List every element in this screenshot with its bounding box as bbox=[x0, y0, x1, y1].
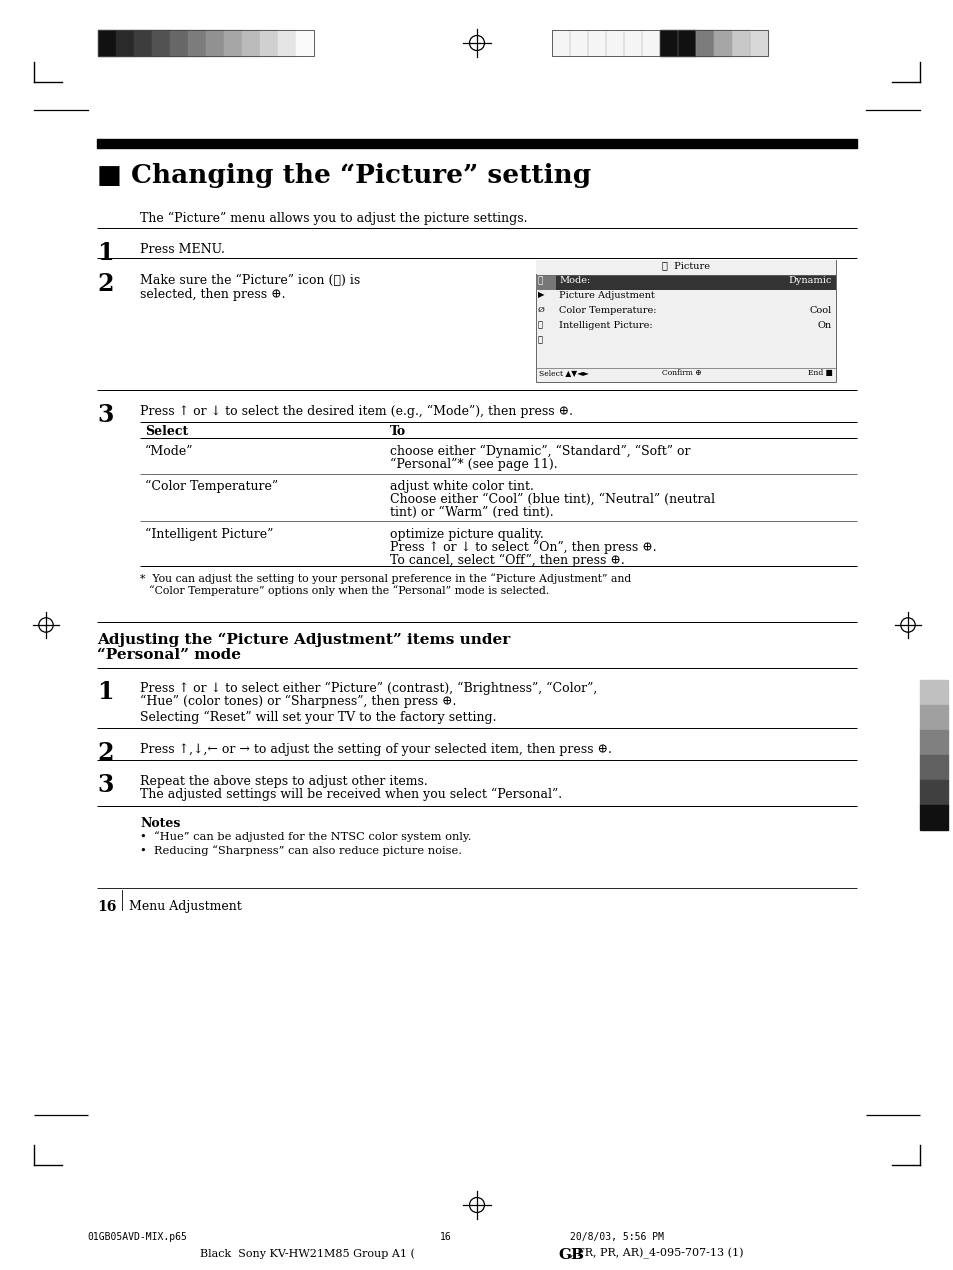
Bar bbox=[552, 30, 569, 56]
Bar bbox=[206, 30, 224, 56]
Text: 1: 1 bbox=[97, 241, 113, 265]
Text: Press ↑ or ↓ to select either “Picture” (contrast), “Brightness”, “Color”,: Press ↑ or ↓ to select either “Picture” … bbox=[140, 682, 597, 695]
Bar bbox=[919, 754, 947, 780]
Text: Repeat the above steps to adjust other items.: Repeat the above steps to adjust other i… bbox=[140, 775, 427, 787]
Bar bbox=[277, 30, 295, 56]
Text: 2: 2 bbox=[97, 740, 113, 765]
Text: Mode:: Mode: bbox=[558, 276, 590, 284]
Bar bbox=[260, 30, 277, 56]
Text: “Mode”: “Mode” bbox=[145, 444, 193, 458]
Bar bbox=[188, 30, 206, 56]
Bar bbox=[116, 30, 133, 56]
Text: , FR, PR, AR)_4-095-707-13 (1): , FR, PR, AR)_4-095-707-13 (1) bbox=[569, 1248, 742, 1260]
Bar bbox=[98, 30, 314, 56]
Text: ▶: ▶ bbox=[537, 291, 544, 298]
Text: •  Reducing “Sharpness” can also reduce picture noise.: • Reducing “Sharpness” can also reduce p… bbox=[140, 845, 461, 856]
Bar bbox=[919, 679, 947, 705]
Bar bbox=[569, 30, 587, 56]
Text: Make sure the “Picture” icon (⎙) is: Make sure the “Picture” icon (⎙) is bbox=[140, 274, 360, 287]
Text: To: To bbox=[390, 425, 406, 438]
Text: ⎙: ⎙ bbox=[537, 276, 543, 284]
Text: “Intelligent Picture”: “Intelligent Picture” bbox=[145, 528, 274, 541]
Text: Cool: Cool bbox=[809, 306, 831, 315]
Text: Press ↑ or ↓ to select “On”, then press ⊕.: Press ↑ or ↓ to select “On”, then press … bbox=[390, 541, 656, 554]
Text: Press ↑,↓,← or → to adjust the setting of your selected item, then press ⊕.: Press ↑,↓,← or → to adjust the setting o… bbox=[140, 743, 611, 756]
Bar bbox=[919, 705, 947, 730]
Text: Intelligent Picture:: Intelligent Picture: bbox=[558, 321, 652, 330]
Bar bbox=[696, 30, 713, 56]
Text: Select ▲▼◄►: Select ▲▼◄► bbox=[538, 370, 588, 377]
Text: ☑: ☑ bbox=[537, 337, 542, 344]
Text: 16: 16 bbox=[97, 900, 116, 914]
Text: “Color Temperature” options only when the “Personal” mode is selected.: “Color Temperature” options only when th… bbox=[149, 585, 549, 596]
Text: “Personal”* (see page 11).: “Personal”* (see page 11). bbox=[390, 458, 558, 471]
Text: Picture Adjustment: Picture Adjustment bbox=[558, 291, 654, 300]
Text: 3: 3 bbox=[97, 773, 113, 798]
Text: Ø: Ø bbox=[537, 306, 544, 314]
Bar bbox=[919, 730, 947, 754]
Text: choose either “Dynamic”, “Standard”, “Soft” or: choose either “Dynamic”, “Standard”, “So… bbox=[390, 444, 690, 458]
Text: Color Temperature:: Color Temperature: bbox=[558, 306, 656, 315]
Bar bbox=[731, 30, 749, 56]
Bar bbox=[749, 30, 767, 56]
Text: 1: 1 bbox=[97, 679, 113, 704]
Text: tint) or “Warm” (red tint).: tint) or “Warm” (red tint). bbox=[390, 505, 553, 519]
Text: Press MENU.: Press MENU. bbox=[140, 243, 225, 257]
Bar bbox=[133, 30, 152, 56]
Bar bbox=[623, 30, 641, 56]
Text: The “Picture” menu allows you to adjust the picture settings.: The “Picture” menu allows you to adjust … bbox=[140, 212, 527, 225]
Text: selected, then press ⊕.: selected, then press ⊕. bbox=[140, 288, 285, 301]
Text: End ■: End ■ bbox=[807, 370, 832, 377]
Bar bbox=[536, 260, 835, 274]
Bar bbox=[919, 780, 947, 805]
Bar bbox=[97, 138, 856, 149]
Text: Adjusting the “Picture Adjustment” items under: Adjusting the “Picture Adjustment” items… bbox=[97, 632, 510, 648]
Bar bbox=[224, 30, 242, 56]
Text: “Color Temperature”: “Color Temperature” bbox=[145, 480, 278, 493]
Text: Confirm ⊕: Confirm ⊕ bbox=[661, 370, 700, 377]
Bar bbox=[678, 30, 696, 56]
Text: 16: 16 bbox=[439, 1232, 452, 1242]
Bar bbox=[659, 30, 678, 56]
Text: optimize picture quality.: optimize picture quality. bbox=[390, 528, 543, 541]
Text: To cancel, select “Off”, then press ⊕.: To cancel, select “Off”, then press ⊕. bbox=[390, 554, 624, 568]
Text: 20/8/03, 5:56 PM: 20/8/03, 5:56 PM bbox=[569, 1232, 663, 1242]
Bar bbox=[587, 30, 605, 56]
Bar bbox=[713, 30, 731, 56]
Bar bbox=[242, 30, 260, 56]
Text: adjust white color tint.: adjust white color tint. bbox=[390, 480, 534, 493]
Text: Select: Select bbox=[145, 425, 188, 438]
Text: “Personal” mode: “Personal” mode bbox=[97, 648, 241, 662]
Text: Notes: Notes bbox=[140, 817, 180, 831]
Bar bbox=[552, 30, 767, 56]
Text: GB: GB bbox=[558, 1248, 583, 1262]
Bar bbox=[295, 30, 314, 56]
Text: *  You can adjust the setting to your personal preference in the “Picture Adjust: * You can adjust the setting to your per… bbox=[140, 573, 631, 584]
Bar bbox=[605, 30, 623, 56]
Bar bbox=[536, 260, 835, 382]
Bar bbox=[919, 805, 947, 831]
Text: Press ↑ or ↓ to select the desired item (e.g., “Mode”), then press ⊕.: Press ↑ or ↓ to select the desired item … bbox=[140, 405, 573, 418]
Text: ⎙  Picture: ⎙ Picture bbox=[661, 262, 709, 271]
Text: •  “Hue” can be adjusted for the NTSC color system only.: • “Hue” can be adjusted for the NTSC col… bbox=[140, 831, 471, 842]
Bar bbox=[152, 30, 170, 56]
Text: Dynamic: Dynamic bbox=[788, 276, 831, 284]
Text: ■ Changing the “Picture” setting: ■ Changing the “Picture” setting bbox=[97, 163, 591, 188]
Text: Menu Adjustment: Menu Adjustment bbox=[129, 900, 241, 913]
Bar bbox=[170, 30, 188, 56]
Bar bbox=[641, 30, 659, 56]
Text: Selecting “Reset” will set your TV to the factory setting.: Selecting “Reset” will set your TV to th… bbox=[140, 711, 496, 724]
Bar bbox=[98, 30, 116, 56]
Text: 2: 2 bbox=[97, 272, 113, 296]
Text: Black  Sony KV-HW21M85 Group A1 (: Black Sony KV-HW21M85 Group A1 ( bbox=[200, 1248, 415, 1259]
Text: Choose either “Cool” (blue tint), “Neutral” (neutral: Choose either “Cool” (blue tint), “Neutr… bbox=[390, 493, 714, 505]
Text: “Hue” (color tones) or “Sharpness”, then press ⊕.: “Hue” (color tones) or “Sharpness”, then… bbox=[140, 695, 456, 709]
Text: 3: 3 bbox=[97, 403, 113, 427]
Text: 01GB05AVD-MIX.p65: 01GB05AVD-MIX.p65 bbox=[87, 1232, 187, 1242]
Bar bbox=[536, 276, 556, 290]
Text: The adjusted settings will be received when you select “Personal”.: The adjusted settings will be received w… bbox=[140, 787, 561, 801]
Text: ⎙: ⎙ bbox=[537, 321, 542, 329]
Bar bbox=[536, 276, 835, 290]
Text: On: On bbox=[817, 321, 831, 330]
